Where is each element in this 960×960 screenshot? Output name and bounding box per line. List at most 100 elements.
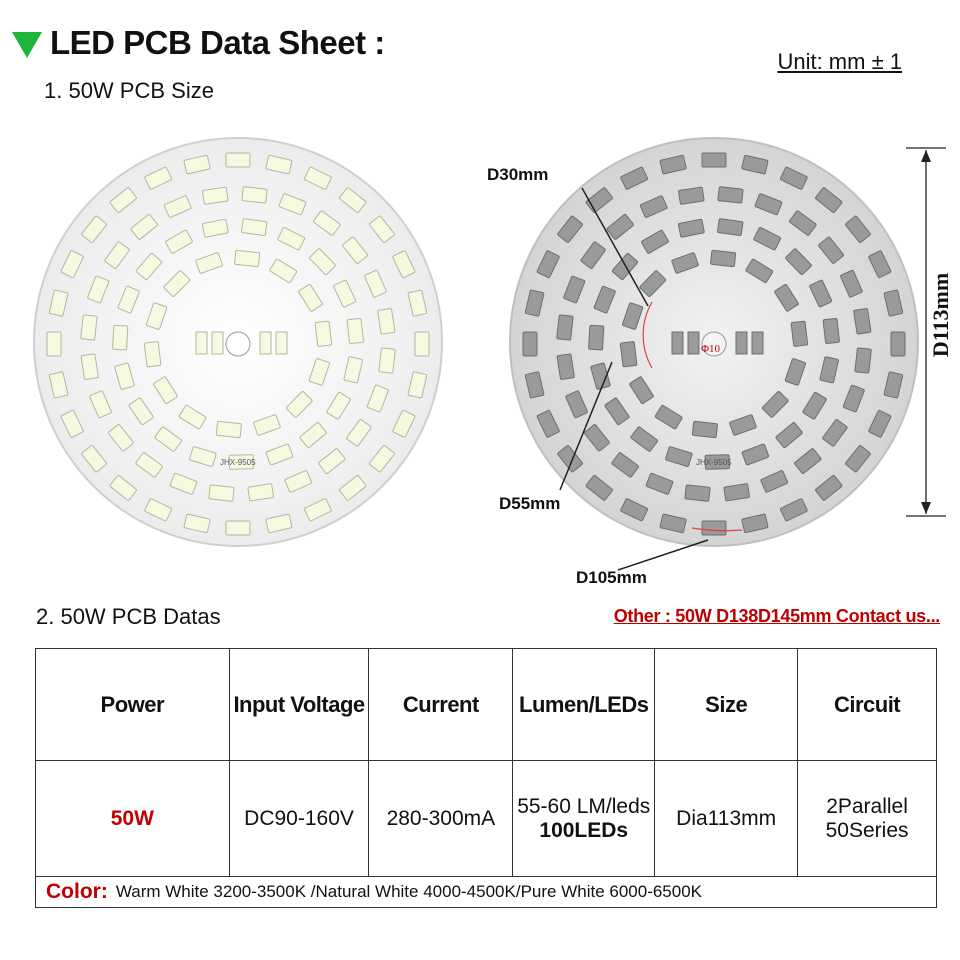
led-chip — [819, 356, 839, 384]
led-chip — [369, 445, 395, 473]
section-data-title: 2. 50W PCB Datas — [36, 604, 221, 629]
led-chip — [822, 419, 848, 447]
led-chip — [195, 252, 223, 274]
led-chip — [228, 454, 254, 470]
led-chip — [684, 484, 711, 502]
led-chip — [130, 214, 158, 240]
led-chip — [269, 258, 298, 284]
d30-arc — [642, 301, 653, 369]
pcb-right-leds — [522, 152, 906, 536]
led-chip — [241, 186, 268, 204]
led-chip — [377, 308, 396, 335]
led-chip — [802, 391, 827, 420]
led-chip — [845, 215, 871, 243]
header-circuit: Circuit — [797, 648, 937, 761]
led-chip — [225, 152, 251, 168]
spec-header-row: Power Input Voltage Current Lumen/LEDs S… — [35, 648, 937, 761]
spec-table: Power Input Voltage Current Lumen/LEDs S… — [35, 648, 937, 877]
value-current: 280-300mA — [368, 760, 514, 877]
d105-arc — [691, 527, 743, 532]
color-row: Color: Warm White 3200-3500K /Natural Wh… — [35, 876, 937, 908]
other-contact-link[interactable]: Other : 50W D138D145mm Contact us... — [613, 606, 941, 626]
led-chip — [128, 397, 154, 426]
led-chip — [630, 426, 658, 452]
led-chip — [671, 331, 684, 355]
callout-d55: D55mm — [499, 494, 561, 513]
led-chip — [735, 331, 748, 355]
d30-leader — [581, 187, 649, 307]
led-chip — [868, 250, 892, 279]
led-chip — [135, 452, 163, 478]
value-size: Dia113mm — [654, 760, 799, 877]
led-chip — [619, 341, 638, 368]
led-chip — [378, 347, 396, 374]
led-chip — [48, 371, 69, 399]
led-chip — [710, 249, 737, 268]
led-chip — [790, 320, 809, 347]
led-chip — [809, 279, 833, 308]
led-chip — [241, 218, 268, 236]
header-current: Current — [368, 648, 514, 761]
callout-d105: D105mm — [576, 568, 647, 587]
led-chip — [285, 391, 313, 418]
pcb-left-center-hole — [225, 331, 251, 357]
led-chip — [840, 269, 863, 298]
led-chip — [298, 283, 323, 312]
led-chip — [163, 195, 192, 218]
color-options: Warm White 3200-3500K /Natural White 400… — [115, 881, 703, 901]
led-chip — [584, 424, 610, 452]
led-chip — [414, 331, 430, 357]
led-chip — [704, 454, 730, 470]
led-chip — [215, 420, 242, 439]
header-input-voltage: Input Voltage — [228, 648, 370, 761]
led-chip — [671, 252, 699, 274]
section-size-title: 1. 50W PCB Size — [44, 78, 214, 103]
led-chip — [723, 483, 750, 502]
led-chip — [536, 250, 560, 279]
led-chip — [80, 353, 99, 380]
led-chip — [845, 445, 871, 473]
led-chip — [794, 448, 822, 474]
led-chip — [853, 308, 872, 335]
led-chip — [556, 353, 575, 380]
led-chip — [109, 475, 137, 501]
led-chip — [112, 324, 129, 351]
led-chip — [659, 513, 687, 534]
led-chip — [309, 248, 336, 276]
led-chip — [163, 270, 191, 297]
value-lumen-per-led: 55-60 LM/leds — [517, 794, 651, 818]
pcb-right-model: JHX-9505 — [696, 458, 732, 467]
led-chip — [621, 302, 644, 330]
led-chip — [717, 186, 744, 204]
callout-d113-text: D113mm — [928, 272, 953, 358]
led-chip — [104, 241, 130, 269]
led-chip — [611, 452, 639, 478]
led-chip — [556, 314, 574, 341]
led-chip — [253, 414, 281, 436]
led-chip — [80, 314, 98, 341]
led-chip — [753, 227, 782, 251]
led-chip — [145, 302, 168, 330]
value-circuit-series: 50Series — [825, 818, 909, 842]
led-chip — [536, 409, 560, 438]
led-chip — [303, 166, 332, 190]
value-led-count: 100LEDs — [539, 818, 629, 842]
led-chip — [717, 218, 744, 236]
led-chip — [659, 154, 687, 175]
value-power: 50W — [35, 760, 230, 877]
led-chip — [654, 404, 683, 430]
led-chip — [604, 397, 630, 426]
led-chip — [407, 289, 428, 317]
value-lumen: 55-60 LM/leds 100LEDs — [512, 760, 656, 877]
led-chip — [815, 187, 843, 213]
led-chip — [741, 443, 770, 466]
led-chip — [299, 422, 327, 449]
led-chip — [645, 472, 674, 495]
led-chip — [522, 331, 538, 357]
led-chip — [691, 420, 718, 439]
led-chip — [563, 275, 586, 304]
led-chip — [144, 498, 173, 522]
led-chip — [741, 154, 769, 175]
callout-d30: D30mm — [487, 165, 549, 184]
led-chip — [639, 195, 668, 218]
